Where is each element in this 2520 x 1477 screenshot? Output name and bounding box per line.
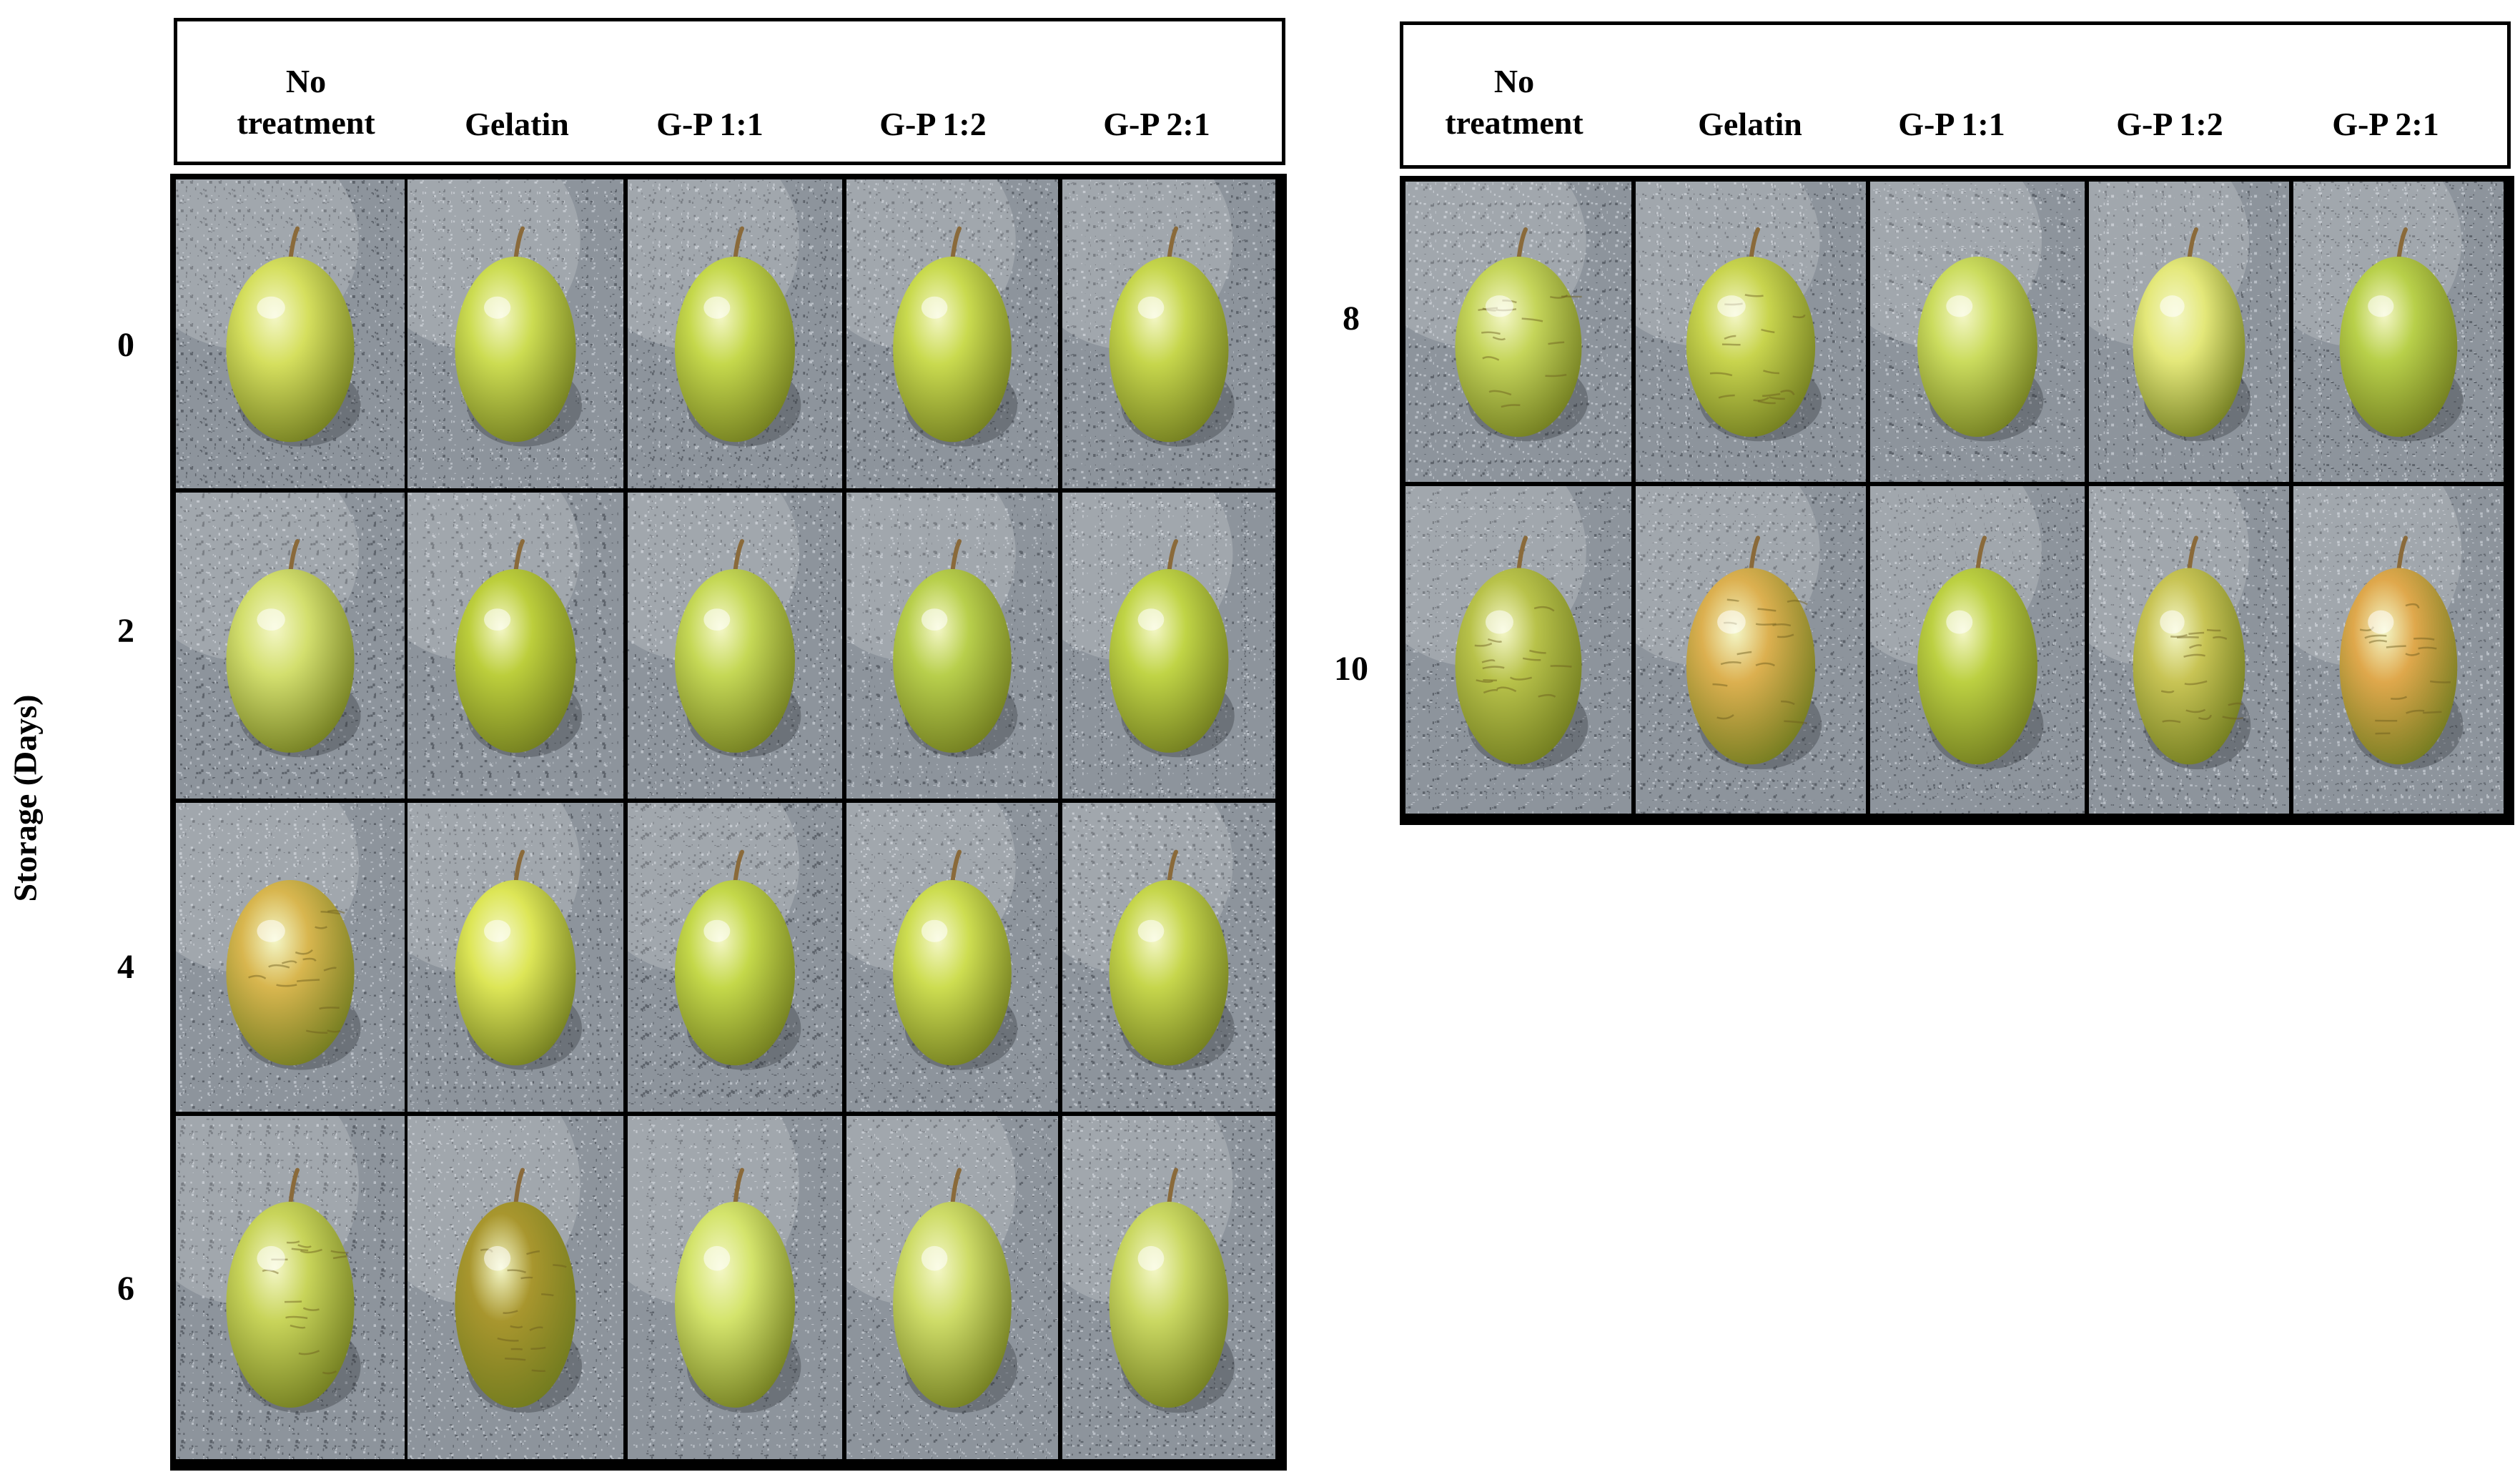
left-column-label: Gelatin bbox=[465, 106, 569, 142]
left-grape-photo-day6-col3 bbox=[628, 1116, 842, 1459]
left-column-label: G-P 1:1 bbox=[656, 106, 764, 142]
left-column-label: No treatment bbox=[237, 63, 375, 141]
right-grape-photo-day10-col3 bbox=[1870, 486, 2085, 814]
left-photo-grid bbox=[170, 174, 1287, 1471]
left-grape-photo-day4-col5 bbox=[1062, 803, 1275, 1112]
right-photo-grid bbox=[1400, 176, 2514, 825]
left-grape-photo-day0-col5 bbox=[1062, 179, 1275, 488]
left-column-label: G-P 1:2 bbox=[879, 106, 987, 142]
left-row-label-day: 0 bbox=[117, 326, 134, 364]
left-row-label-day: 2 bbox=[117, 612, 134, 650]
right-grape-photo-day10-col2 bbox=[1636, 486, 1866, 814]
left-row-label-day: 4 bbox=[117, 948, 134, 986]
left-grape-photo-day4-col1 bbox=[176, 803, 405, 1112]
right-column-label: G-P 1:1 bbox=[1898, 106, 2005, 142]
right-grape-photo-day8-col2 bbox=[1636, 182, 1866, 482]
left-grape-photo-day4-col4 bbox=[846, 803, 1058, 1112]
right-grape-photo-day8-col1 bbox=[1405, 182, 1631, 482]
left-grape-photo-day0-col1 bbox=[176, 179, 405, 488]
right-grape-photo-day8-col5 bbox=[2293, 182, 2504, 482]
right-header-box bbox=[1400, 21, 2511, 169]
left-row-label-day: 6 bbox=[117, 1270, 134, 1308]
right-column-label: No treatment bbox=[1445, 63, 1583, 141]
left-grape-photo-day4-col2 bbox=[407, 803, 623, 1112]
left-header-box bbox=[174, 18, 1285, 165]
right-column-label: G-P 2:1 bbox=[2332, 106, 2439, 142]
right-grape-photo-day10-col1 bbox=[1405, 486, 1631, 814]
left-grape-photo-day2-col5 bbox=[1062, 493, 1275, 799]
left-grape-photo-day6-col2 bbox=[407, 1116, 623, 1459]
left-grape-photo-day0-col2 bbox=[407, 179, 623, 488]
left-grape-photo-day6-col5 bbox=[1062, 1116, 1275, 1459]
left-grape-photo-day0-col4 bbox=[846, 179, 1058, 488]
right-grape-photo-day8-col4 bbox=[2089, 182, 2289, 482]
right-grape-photo-day10-col5 bbox=[2293, 486, 2504, 814]
left-grape-photo-day2-col4 bbox=[846, 493, 1058, 799]
left-grape-photo-day2-col3 bbox=[628, 493, 842, 799]
left-grape-photo-day4-col3 bbox=[628, 803, 842, 1112]
y-axis-label: Storage (Days) bbox=[6, 694, 44, 902]
right-grape-photo-day10-col4 bbox=[2089, 486, 2289, 814]
right-grape-photo-day8-col3 bbox=[1870, 182, 2085, 482]
left-grape-photo-day2-col2 bbox=[407, 493, 623, 799]
right-column-label: G-P 1:2 bbox=[2116, 106, 2223, 142]
left-grape-photo-day6-col4 bbox=[846, 1116, 1058, 1459]
left-column-label: G-P 2:1 bbox=[1103, 106, 1210, 142]
left-grape-photo-day0-col3 bbox=[628, 179, 842, 488]
left-grape-photo-day6-col1 bbox=[176, 1116, 405, 1459]
right-column-label: Gelatin bbox=[1698, 106, 1802, 142]
left-grape-photo-day2-col1 bbox=[176, 493, 405, 799]
right-row-label-day: 8 bbox=[1343, 300, 1360, 337]
right-row-label-day: 10 bbox=[1334, 650, 1368, 688]
